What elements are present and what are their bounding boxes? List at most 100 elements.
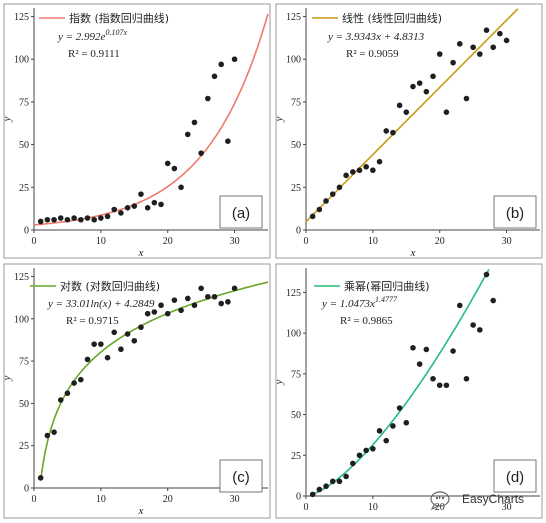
data-point	[356, 167, 363, 174]
x-tick-label: 0	[32, 494, 37, 505]
data-point	[151, 309, 158, 315]
data-point	[477, 327, 483, 333]
data-point	[131, 337, 138, 344]
data-point	[483, 27, 490, 33]
panel-label: (b)	[506, 205, 524, 222]
data-point	[37, 475, 44, 481]
data-point	[470, 44, 476, 51]
chart-panel-b: 0 10 20 30 0 25 50 75 100 125 x y 线性 (线性回归曲线) y = 3…	[273, 3, 543, 259]
data-point	[416, 361, 423, 367]
r-squared-label: R² = 0.9865	[340, 315, 393, 327]
y-tick-label: 0	[24, 226, 29, 237]
y-tick-label: 100	[286, 329, 301, 340]
data-point	[436, 382, 443, 389]
data-point	[57, 215, 64, 221]
data-point	[323, 198, 329, 204]
fit-equation: y = 2.992e0.107x	[57, 28, 127, 43]
data-point	[124, 331, 131, 337]
y-tick-label: 75	[291, 97, 301, 108]
x-tick-label: 10	[96, 236, 106, 247]
data-point	[403, 419, 410, 426]
fit-curve	[39, 281, 269, 481]
y-tick-label: 100	[286, 55, 301, 66]
data-point	[164, 310, 171, 317]
data-point	[363, 447, 369, 454]
data-point	[205, 293, 211, 300]
fit-equation: y = 3.9343x + 4.8313	[327, 31, 425, 43]
data-point	[423, 346, 430, 353]
y-tick-label: 75	[19, 97, 29, 108]
x-tick-label: 30	[230, 236, 240, 247]
panel-label: (c)	[232, 469, 250, 486]
data-point	[423, 88, 430, 95]
data-point	[231, 285, 238, 292]
data-point	[178, 307, 184, 314]
data-point	[490, 297, 497, 304]
data-point	[111, 206, 118, 213]
data-point	[211, 73, 218, 80]
data-point	[91, 341, 97, 347]
data-point	[456, 41, 463, 47]
data-point	[356, 452, 363, 459]
data-point	[329, 191, 336, 197]
data-point	[44, 432, 51, 439]
legend: 线性 (线性回归曲线)	[312, 11, 442, 25]
x-tick-label: 10	[368, 236, 378, 247]
legend-label: 乘幂(幂回归曲线)	[344, 279, 430, 293]
data-point	[111, 329, 118, 336]
data-point	[98, 341, 104, 347]
data-point	[343, 473, 349, 480]
data-point	[64, 216, 71, 223]
data-point	[198, 285, 204, 292]
data-point	[450, 59, 456, 66]
chart-panel-d: 0 10 20 30 0 25 50 75 100 125 y 乘幂(幂回归曲线) y = 1.04…	[273, 263, 543, 519]
data-point	[383, 128, 390, 134]
y-tick-label: 0	[296, 226, 301, 237]
x-tick-label: 20	[435, 502, 445, 513]
r-squared-label: R² = 0.9111	[68, 48, 120, 60]
chart-panel-a: 0 10 20 30 0 25 50 75 100 125 x y 指数 (指数回归曲线) y = 2…	[1, 3, 271, 259]
data-point	[350, 460, 356, 467]
data-point	[410, 345, 416, 351]
watermark: EasyCharts	[430, 491, 524, 511]
data-point	[144, 310, 151, 317]
data-point	[390, 129, 396, 136]
legend: 对数 (对数回归曲线)	[30, 279, 160, 293]
data-point	[51, 216, 57, 223]
data-point	[211, 293, 218, 300]
chart-panel-c: 0 10 20 30 0 25 50 75 100 125 x y 对数 (对数回归曲线) y = 3…	[1, 263, 271, 519]
data-point	[416, 80, 423, 86]
data-point	[343, 172, 349, 179]
watermark-text: EasyCharts	[462, 492, 524, 506]
x-tick-label: 10	[368, 502, 378, 513]
data-point	[131, 203, 138, 209]
data-point	[403, 109, 410, 115]
data-point	[316, 206, 323, 213]
y-tick-label: 0	[24, 484, 29, 495]
data-point	[171, 297, 178, 303]
y-axis-label: y	[1, 116, 13, 122]
data-point	[144, 205, 151, 211]
y-tick-label: 100	[14, 314, 29, 325]
y-axis-label: y	[273, 116, 285, 122]
data-point	[383, 437, 390, 444]
panel-label-box	[493, 195, 537, 229]
data-point	[98, 215, 104, 221]
data-point	[376, 428, 383, 434]
data-point	[443, 109, 450, 115]
y-tick-label: 25	[291, 451, 301, 462]
data-point	[158, 201, 164, 208]
y-tick-label: 125	[286, 288, 301, 299]
data-point	[171, 165, 178, 172]
data-point	[118, 346, 124, 353]
data-point	[37, 218, 44, 225]
data-point	[178, 184, 184, 191]
data-point	[84, 356, 91, 363]
y-tick-label: 0	[296, 492, 301, 503]
data-point	[104, 354, 111, 361]
x-axis-label: x	[138, 505, 144, 517]
data-point	[138, 191, 144, 197]
x-tick-label: 0	[32, 236, 37, 247]
data-point	[363, 164, 369, 170]
